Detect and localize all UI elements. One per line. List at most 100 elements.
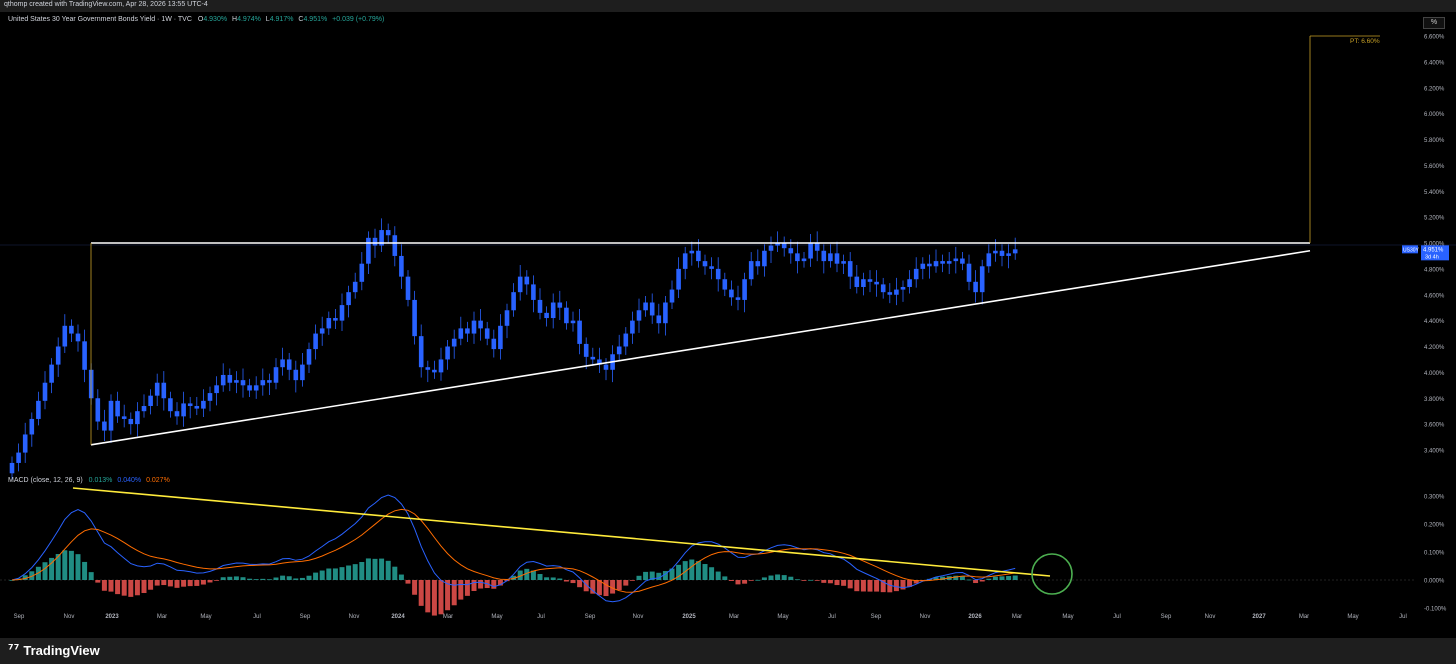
chart-svg[interactable]: PT: 6.60% 6.600% 6.400% 6.200% 6.000% 5.800%… bbox=[0, 12, 1456, 638]
macd-histogram-bar bbox=[623, 580, 629, 586]
macd-histogram-bar bbox=[913, 580, 919, 584]
macd-histogram-bar bbox=[1006, 576, 1012, 580]
candle-body bbox=[927, 263, 932, 267]
macd-histogram-bar bbox=[1012, 575, 1018, 580]
x-tick-label: Sep bbox=[585, 614, 596, 620]
macd-histogram-bar bbox=[715, 571, 721, 580]
candle-body bbox=[649, 302, 655, 316]
macd-y-tick-label: -0.100% bbox=[1424, 607, 1447, 613]
x-tick-label: 2025 bbox=[682, 614, 696, 620]
macd-histogram-bar bbox=[405, 580, 411, 584]
candle-body bbox=[999, 250, 1005, 256]
candle-body bbox=[108, 400, 114, 431]
macd-histogram-bar bbox=[629, 580, 635, 581]
candle-body bbox=[359, 263, 365, 282]
candle-body bbox=[445, 346, 450, 360]
macd-histogram-bar bbox=[247, 578, 253, 580]
candle-body bbox=[372, 237, 378, 246]
candle-body bbox=[781, 243, 787, 249]
x-tick-label: Jul bbox=[537, 614, 545, 620]
macd-histogram-bar bbox=[755, 579, 761, 581]
candle-body bbox=[808, 243, 813, 259]
macd-histogram-bar bbox=[887, 580, 893, 593]
candle-body bbox=[29, 418, 35, 435]
macd-histogram-bar bbox=[253, 579, 259, 580]
macd-histogram-bar bbox=[517, 570, 523, 580]
macd-histogram-bar bbox=[669, 568, 675, 580]
candle-body bbox=[973, 281, 978, 293]
macd-histogram-bar bbox=[979, 580, 985, 582]
macd-histogram-bar bbox=[167, 580, 173, 587]
x-tick-label: Sep bbox=[871, 614, 882, 620]
macd-histogram-bar bbox=[319, 570, 325, 580]
macd-histogram-bar bbox=[603, 580, 609, 597]
signal-line bbox=[11, 508, 1016, 593]
candle-body bbox=[702, 261, 708, 267]
candle-body bbox=[458, 328, 464, 339]
candle-body bbox=[946, 261, 952, 264]
candle-body bbox=[570, 320, 576, 324]
y-tick-label: 5.400% bbox=[1424, 190, 1445, 196]
macd-histogram-bar bbox=[491, 580, 497, 589]
macd-histogram-bar bbox=[557, 578, 563, 580]
macd-histogram-bar bbox=[583, 580, 589, 592]
macd-histogram-bar bbox=[643, 571, 649, 580]
macd-histogram-bar bbox=[788, 576, 794, 580]
macd-histogram-bar bbox=[227, 576, 233, 580]
macd-histogram-bar bbox=[827, 580, 833, 584]
macd-histogram-bar bbox=[676, 564, 682, 580]
candle-body bbox=[933, 261, 939, 267]
x-tick-label: Jul bbox=[828, 614, 836, 620]
candle-body bbox=[366, 237, 371, 264]
candle-body bbox=[577, 320, 582, 344]
macd-histogram-bar bbox=[682, 561, 688, 580]
candle-body bbox=[894, 289, 899, 295]
candle-body bbox=[95, 398, 101, 422]
macd-histogram-bar bbox=[497, 580, 503, 586]
candle-body bbox=[260, 380, 266, 386]
x-tick-label: 2023 bbox=[105, 614, 119, 620]
macd-histogram-bar bbox=[451, 580, 457, 606]
x-tick-label: May bbox=[1062, 614, 1073, 620]
symbol-legend: United States 30 Year Government Bonds Y… bbox=[8, 16, 384, 23]
candle-body bbox=[194, 406, 200, 409]
last-price-value: 4.951% bbox=[1423, 247, 1444, 253]
candle-body bbox=[953, 258, 959, 262]
macd-histogram-bar bbox=[986, 578, 992, 580]
candle-body bbox=[9, 462, 15, 474]
macd-histogram-bar bbox=[286, 576, 292, 580]
macd-histogram-bar bbox=[596, 580, 602, 596]
macd-histogram-bar bbox=[900, 580, 906, 590]
candle-body bbox=[484, 328, 490, 339]
macd-histogram-bar bbox=[42, 562, 48, 580]
macd-y-tick-label: 0.100% bbox=[1424, 551, 1445, 557]
candle-body bbox=[979, 266, 985, 293]
macd-histogram-bar bbox=[108, 580, 114, 592]
y-tick-label: 6.200% bbox=[1424, 86, 1445, 92]
macd-histogram-bar bbox=[722, 576, 728, 580]
macd-histogram-bar bbox=[280, 575, 286, 580]
bar-countdown: 3d 4h bbox=[1425, 254, 1439, 260]
candle-body bbox=[788, 248, 794, 254]
candle-body bbox=[887, 292, 893, 295]
macd-histogram-bar bbox=[55, 554, 61, 580]
candle-body bbox=[643, 302, 648, 311]
y-tick-label: 4.800% bbox=[1424, 267, 1445, 273]
macd-histogram-bar bbox=[313, 572, 319, 580]
candle-body bbox=[121, 416, 127, 419]
macd-histogram-bar bbox=[775, 574, 781, 580]
candle-body bbox=[821, 250, 827, 262]
percent-scale-button[interactable]: % bbox=[1423, 17, 1445, 29]
chart-area[interactable]: PT: 6.60% 6.600% 6.400% 6.200% 6.000% 5.800%… bbox=[0, 12, 1456, 638]
macd-histogram-bar bbox=[577, 580, 583, 588]
candle-body bbox=[161, 382, 167, 399]
candle-body bbox=[715, 268, 721, 280]
macd-histogram-bar bbox=[398, 574, 404, 580]
support-trendline bbox=[90, 249, 1311, 446]
macd-histogram-bar bbox=[847, 580, 853, 589]
macd-histogram-bar bbox=[544, 577, 550, 580]
tradingview-logo[interactable]: ⁷⁷ TradingView bbox=[8, 643, 100, 658]
macd-histogram-bar bbox=[194, 580, 200, 586]
macd-histogram-bar bbox=[220, 577, 226, 580]
candle-body bbox=[663, 302, 668, 324]
